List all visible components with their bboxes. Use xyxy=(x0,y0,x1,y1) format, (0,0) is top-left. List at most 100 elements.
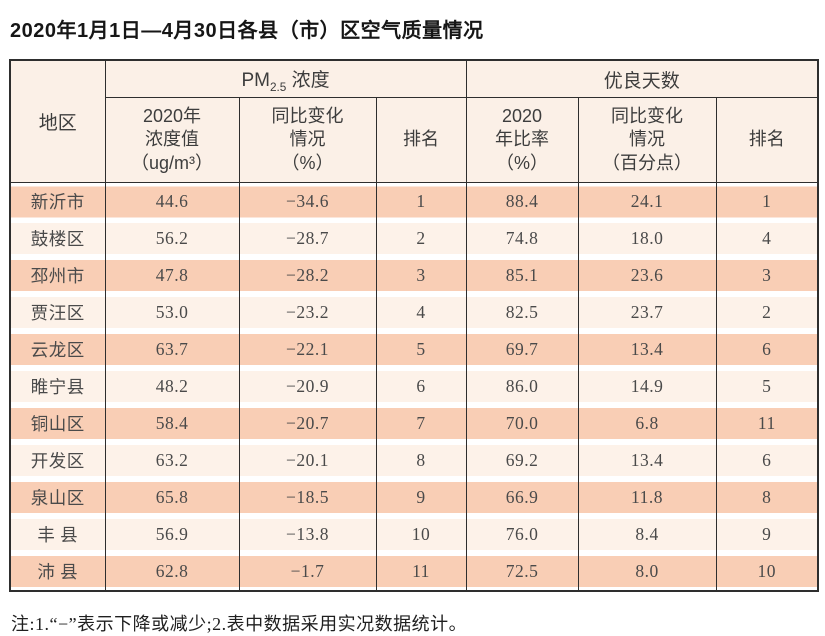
cell-pm_rank: 11 xyxy=(375,553,467,591)
cell-gd_rate: 74.8 xyxy=(465,220,579,257)
column-header-region: 地区 xyxy=(9,59,106,183)
cell-pm_change: −28.2 xyxy=(238,257,377,294)
cell-gd_rank: 1 xyxy=(715,182,819,220)
cell-pm_value: 56.9 xyxy=(104,516,240,553)
cell-gd_rank: 8 xyxy=(715,479,819,516)
cell-gd_rate: 88.4 xyxy=(465,182,579,220)
table-row: 铜山区 58.4 −20.7 7 70.0 6.8 11 xyxy=(9,405,819,442)
region-cell: 睢宁县 xyxy=(9,368,106,405)
cell-gd_rank: 4 xyxy=(715,220,819,257)
column-header-pm-change: 同比变化 情况 （%） xyxy=(238,97,377,183)
group-header-row: 地区 PM2.5 浓度 优良天数 xyxy=(9,59,819,183)
region-cell: 鼓楼区 xyxy=(9,220,106,257)
cell-pm_value: 65.8 xyxy=(104,479,240,516)
cell-gd_change: 11.8 xyxy=(577,479,717,516)
cell-gd_change: 8.4 xyxy=(577,516,717,553)
cell-pm_rank: 3 xyxy=(375,257,467,294)
table-row: 沛 县 62.8 −1.7 11 72.5 8.0 10 xyxy=(9,553,819,591)
table-row: 鼓楼区 56.2 −28.7 2 74.8 18.0 4 xyxy=(9,220,819,257)
table-row: 泉山区 65.8 −18.5 9 66.9 11.8 8 xyxy=(9,479,819,516)
cell-pm_value: 63.7 xyxy=(104,331,240,368)
region-cell: 贾汪区 xyxy=(9,294,106,331)
cell-pm_rank: 8 xyxy=(375,442,467,479)
cell-pm_change: −18.5 xyxy=(238,479,377,516)
column-header-gd-rank: 排名 xyxy=(715,97,819,183)
table-row: 新沂市 44.6 −34.6 1 88.4 24.1 1 xyxy=(9,182,819,220)
cell-pm_value: 47.8 xyxy=(104,257,240,294)
cell-pm_change: −1.7 xyxy=(238,553,377,591)
cell-pm_change: −20.1 xyxy=(238,442,377,479)
column-header-pm-rank: 排名 xyxy=(375,97,467,183)
sub-header-row: 2020年 浓度值 （ug/m³） 同比变化 情况 （%） 排名 2020 年比… xyxy=(10,97,819,183)
footnote: 注:1.“−”表示下降或减少;2.表中数据采用实况数据统计。 xyxy=(11,614,468,634)
cell-pm_value: 62.8 xyxy=(104,553,240,591)
cell-gd_change: 6.8 xyxy=(577,405,717,442)
region-cell: 沛 县 xyxy=(9,553,106,591)
column-header-gd-change: 同比变化 情况 （百分点） xyxy=(577,97,717,183)
cell-pm_rank: 2 xyxy=(375,220,467,257)
pm25-label-subscript: 2.5 xyxy=(269,80,287,94)
cell-pm_change: −23.2 xyxy=(238,294,377,331)
cell-gd_change: 8.0 xyxy=(577,553,717,591)
air-quality-table: 地区 PM2.5 浓度 优良天数 2020年 浓度值 （ug/m³） 同比变化 … xyxy=(9,59,820,592)
cell-pm_change: −20.9 xyxy=(238,368,377,405)
cell-pm_rank: 7 xyxy=(375,405,467,442)
cell-gd_rate: 72.5 xyxy=(465,553,579,591)
cell-pm_rank: 9 xyxy=(375,479,467,516)
table-row: 睢宁县 48.2 −20.9 6 86.0 14.9 5 xyxy=(9,368,819,405)
cell-gd_rate: 85.1 xyxy=(465,257,579,294)
cell-pm_rank: 10 xyxy=(375,516,467,553)
cell-gd_rate: 86.0 xyxy=(465,368,579,405)
table-row: 开发区 63.2 −20.1 8 69.2 13.4 6 xyxy=(9,442,819,479)
cell-pm_value: 63.2 xyxy=(104,442,240,479)
column-header-gd-rate: 2020 年比率 （%） xyxy=(465,97,579,183)
cell-gd_rate: 70.0 xyxy=(465,405,579,442)
cell-gd_change: 23.6 xyxy=(577,257,717,294)
cell-gd_rank: 11 xyxy=(715,405,819,442)
page-title: 2020年1月1日—4月30日各县（市）区空气质量情况 xyxy=(10,20,484,42)
cell-gd_change: 13.4 xyxy=(577,331,717,368)
cell-gd_rank: 3 xyxy=(715,257,819,294)
cell-pm_change: −28.7 xyxy=(238,220,377,257)
cell-pm_value: 58.4 xyxy=(104,405,240,442)
cell-gd_rank: 5 xyxy=(715,368,819,405)
cell-pm_change: −34.6 xyxy=(238,182,377,220)
pm25-label-prefix: PM xyxy=(241,69,270,91)
cell-gd_rate: 66.9 xyxy=(465,479,579,516)
cell-gd_rank: 2 xyxy=(715,294,819,331)
cell-gd_rank: 9 xyxy=(715,516,819,553)
cell-gd_rank: 6 xyxy=(715,442,819,479)
column-header-pm-value: 2020年 浓度值 （ug/m³） xyxy=(104,97,240,183)
region-cell: 丰 县 xyxy=(9,516,106,553)
cell-gd_change: 24.1 xyxy=(577,182,717,220)
table-row: 邳州市 47.8 −28.2 3 85.1 23.6 3 xyxy=(9,257,819,294)
cell-pm_value: 53.0 xyxy=(104,294,240,331)
column-group-good-days: 优良天数 xyxy=(465,59,819,98)
column-group-pm25: PM2.5 浓度 xyxy=(104,59,467,98)
cell-gd_rate: 69.2 xyxy=(465,442,579,479)
region-cell: 开发区 xyxy=(9,442,106,479)
cell-gd_change: 18.0 xyxy=(577,220,717,257)
cell-gd_rank: 10 xyxy=(715,553,819,591)
table-row: 云龙区 63.7 −22.1 5 69.7 13.4 6 xyxy=(9,331,819,368)
cell-pm_value: 48.2 xyxy=(104,368,240,405)
cell-pm_value: 44.6 xyxy=(104,182,240,220)
cell-pm_rank: 4 xyxy=(375,294,467,331)
cell-gd_change: 23.7 xyxy=(577,294,717,331)
cell-gd_change: 13.4 xyxy=(577,442,717,479)
cell-pm_change: −22.1 xyxy=(238,331,377,368)
region-cell: 邳州市 xyxy=(9,257,106,294)
region-cell: 新沂市 xyxy=(9,182,106,220)
cell-pm_change: −20.7 xyxy=(238,405,377,442)
table-body: 新沂市 44.6 −34.6 1 88.4 24.1 1 鼓楼区 56.2 −28.7 2 74.8 1… xyxy=(9,182,819,591)
cell-pm_rank: 6 xyxy=(375,368,467,405)
cell-gd_rate: 76.0 xyxy=(465,516,579,553)
cell-pm_change: −13.8 xyxy=(238,516,377,553)
pm25-label-suffix: 浓度 xyxy=(286,69,330,91)
cell-pm_rank: 1 xyxy=(375,182,467,220)
table-header: 地区 PM2.5 浓度 优良天数 2020年 浓度值 （ug/m³） 同比变化 … xyxy=(9,59,819,183)
cell-gd_change: 14.9 xyxy=(577,368,717,405)
region-cell: 泉山区 xyxy=(9,479,106,516)
cell-gd_rate: 82.5 xyxy=(465,294,579,331)
